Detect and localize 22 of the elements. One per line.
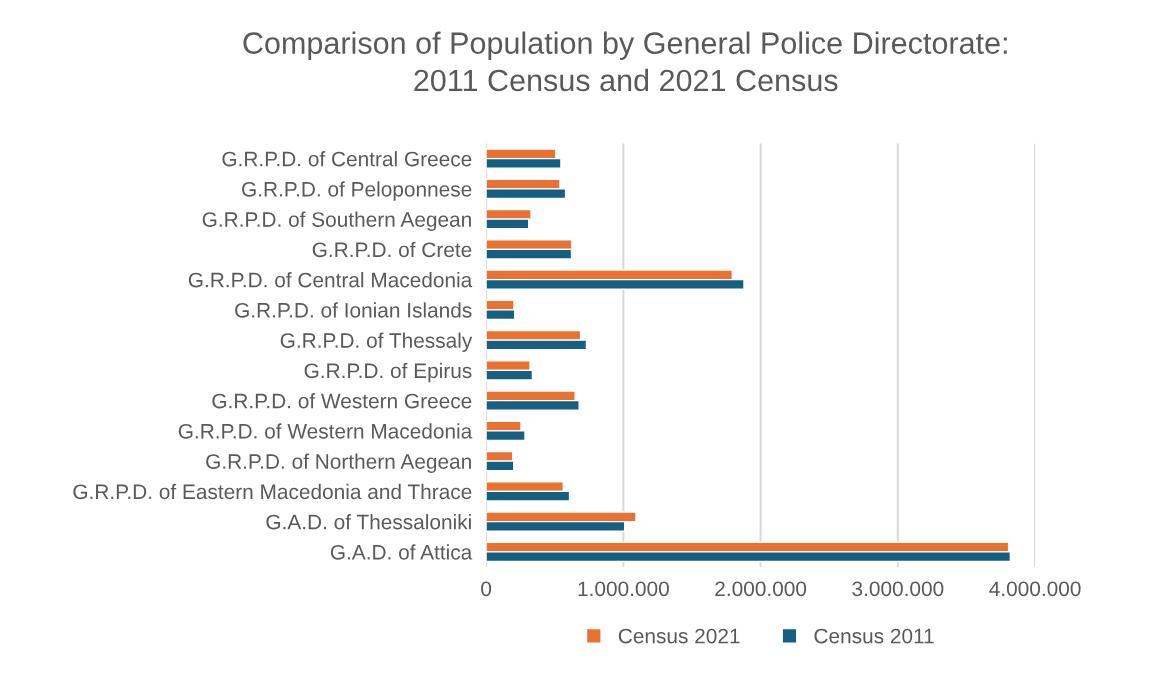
y-tick-label: G.R.P.D. of Ionian Islands	[235, 302, 472, 318]
y-tick-label: G.R.P.D. of Crete	[312, 241, 472, 258]
y-tick-label: G.R.P.D. of Thessaly	[280, 332, 473, 352]
y-tick-label: G.A.D. of Attica	[330, 544, 473, 560]
y-tick-label: G.R.P.D. of Western Macedonia	[178, 423, 473, 439]
x-tick-label: 0	[481, 581, 492, 597]
y-tick-label: G.R.P.D. of Peloponnese	[242, 181, 472, 201]
chart-title: Comparison of Population by General Police Directorate: 2011 Census and 2021 Census	[243, 31, 1007, 92]
y-tick-label: G.R.P.D. of Western Greece	[212, 393, 472, 409]
y-tick-label: G.R.P.D. of Eastern Macedonia and Thrace	[73, 483, 472, 500]
y-tick-label: G.R.P.D. of Southern Aegean	[202, 211, 471, 231]
x-tick-label: 3.000.000	[852, 581, 944, 597]
y-tick-label: G.R.P.D. of Northern Aegean	[206, 453, 471, 473]
x-tick-label: 2.000.000	[715, 581, 807, 597]
x-tick-label: 1.000.000	[578, 581, 669, 597]
y-tick-label: G.R.P.D. of Central Greece	[222, 151, 472, 167]
x-tick-label: 4.000.000	[989, 581, 1081, 597]
y-tick-label: G.R.P.D. of Central Macedonia	[188, 272, 473, 288]
y-tick-label: G.A.D. of Thessaloniki	[266, 514, 471, 530]
legend-label: Census 2011	[814, 628, 934, 644]
legend-label: Census 2021	[618, 628, 740, 644]
y-tick-label: G.R.P.D. of Epirus	[304, 362, 472, 383]
